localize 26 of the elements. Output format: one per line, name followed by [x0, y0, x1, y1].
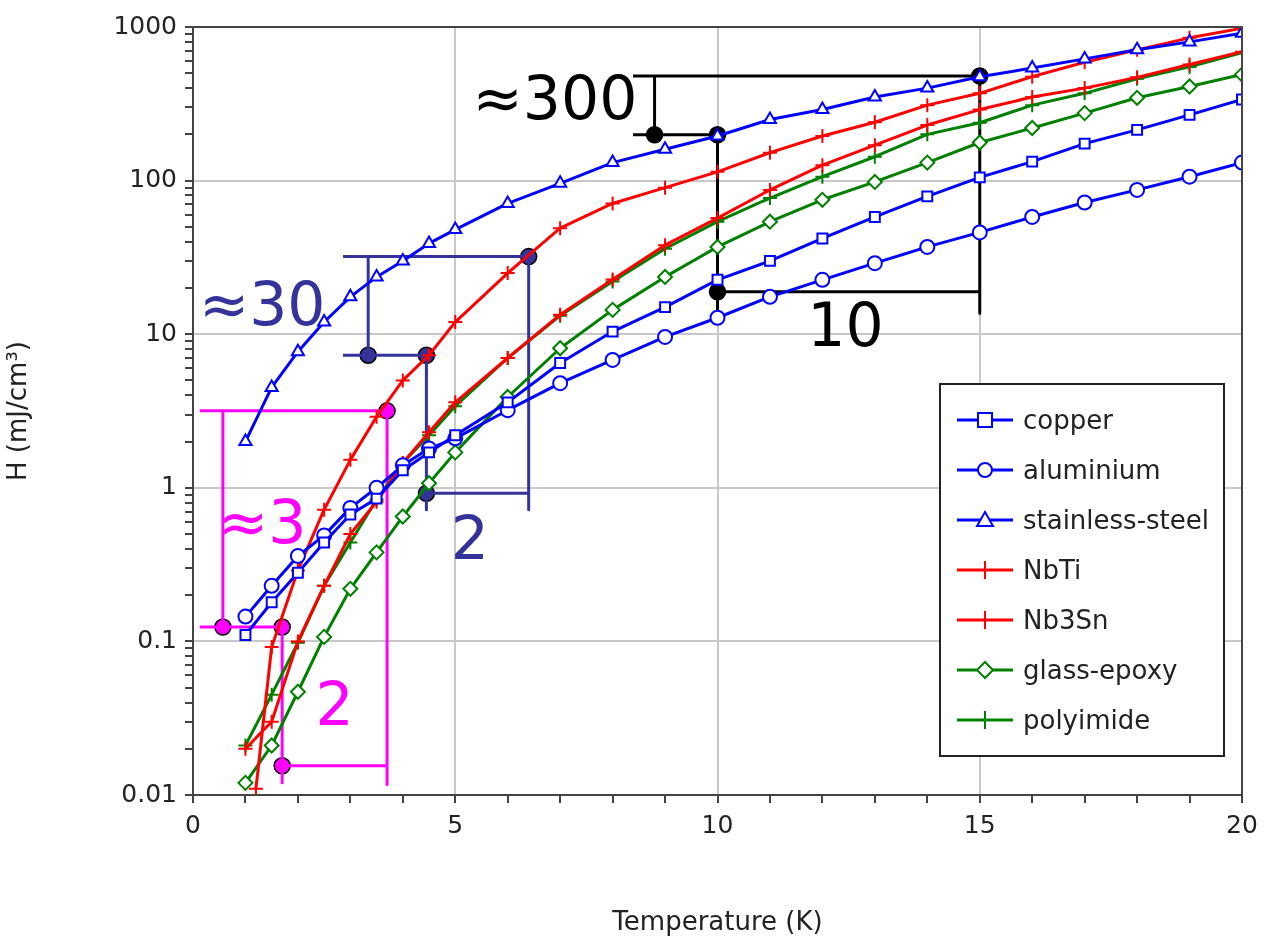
y-tick-label: 0.1 [137, 624, 177, 654]
legend-label: copper [1022, 405, 1113, 435]
y-tick-label: 1000 [113, 10, 177, 40]
legend-label: NbTi [1022, 555, 1082, 585]
x-tick-label: 20 [1226, 809, 1258, 839]
legend-label: aluminium [1022, 455, 1161, 485]
legend-label: polyimide [1022, 705, 1151, 735]
y-axis-title: H (mJ/cm³) [2, 341, 33, 481]
annotation: ≈3 [218, 486, 307, 557]
annotation: 2 [315, 669, 354, 740]
legend-label: stainless-steel [1022, 505, 1209, 535]
y-tick-label: 100 [129, 164, 177, 194]
y-tick-label: 0.01 [121, 778, 177, 808]
x-axis-title: Temperature (K) [611, 906, 823, 937]
y-tick-label: 1 [161, 471, 177, 501]
x-tick-label: 10 [701, 809, 734, 839]
legend-label: Nb3Sn [1022, 605, 1109, 635]
annotation: ≈300 [472, 63, 638, 134]
x-tick-label: 15 [963, 809, 996, 839]
annotation: 10 [807, 289, 884, 360]
annotation: ≈30 [198, 269, 326, 340]
annotation: 2 [450, 502, 490, 573]
x-tick-label: 5 [447, 809, 464, 839]
x-tick-label: 0 [185, 809, 201, 839]
y-tick-label: 10 [145, 317, 177, 347]
legend-label: glass-epoxy [1022, 655, 1178, 685]
